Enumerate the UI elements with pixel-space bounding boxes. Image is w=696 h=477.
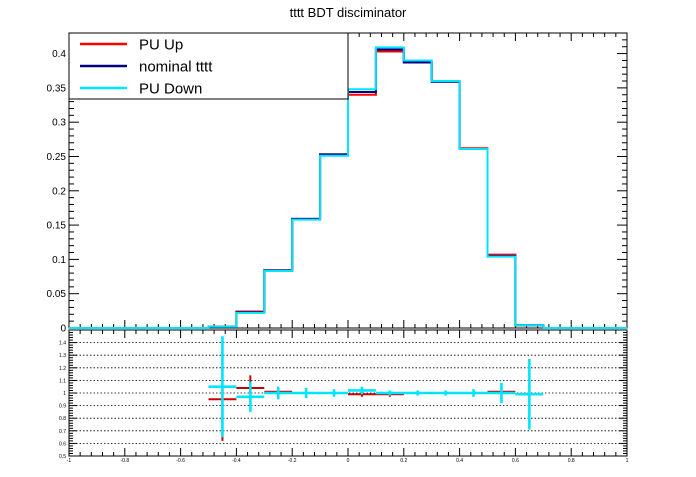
legend-label: nominal tttt bbox=[139, 59, 213, 76]
ratio-x-tick-label: 0.6 bbox=[512, 458, 519, 464]
legend-label: PU Down bbox=[139, 81, 202, 98]
bottom-panel: 0.5 0.6 0.7 0.8 0.9 1 1.1 1.2 1.3 1.4 -1 -0.8 -0.6 -0… bbox=[59, 329, 629, 464]
ratio-y-tick-label: 0.5 bbox=[59, 454, 66, 460]
y-tick-label: 0.35 bbox=[47, 83, 67, 94]
ratio-point-pu-down bbox=[236, 381, 265, 412]
y-tick-label: 0.4 bbox=[52, 49, 66, 60]
ratio-point-pu-down bbox=[292, 387, 321, 399]
ratio-x-tick-label: -0.6 bbox=[176, 458, 185, 464]
legend: PU Up nominal tttt PU Down bbox=[68, 32, 349, 100]
y-tick-label: 0.3 bbox=[52, 118, 66, 129]
ratio-point-pu-down bbox=[431, 390, 460, 396]
ratio-y-tick-label: 0.9 bbox=[59, 404, 66, 410]
ratio-y-tick-label: 1.2 bbox=[59, 366, 66, 372]
ratio-point-pu-down bbox=[459, 389, 488, 397]
ratio-y-tick-label: 1 bbox=[63, 391, 66, 397]
ratio-x-tick-label: -0.8 bbox=[120, 458, 129, 464]
ratio-y-tick-label: 0.6 bbox=[59, 441, 66, 447]
y-tick-label: 0.25 bbox=[47, 152, 67, 163]
ratio-x-tick-label: -0.2 bbox=[288, 458, 297, 464]
ratio-x-tick-label: 0 bbox=[347, 458, 350, 464]
ratio-x-tick-label: 1 bbox=[626, 458, 629, 464]
ratio-y-tick-label: 0.8 bbox=[59, 416, 66, 422]
y-tick-label: 0.05 bbox=[47, 289, 67, 300]
y-tick-label: 0.2 bbox=[52, 186, 66, 197]
chart-title: tttt BDT disciminator bbox=[290, 5, 407, 20]
ratio-y-tick-label: 1.1 bbox=[59, 378, 66, 384]
ratio-y-tick-label: 0.7 bbox=[59, 429, 66, 435]
ratio-point-pu-down bbox=[264, 386, 293, 400]
ratio-x-tick-label: -0.4 bbox=[232, 458, 241, 464]
ratio-x-tick-label: 0.4 bbox=[456, 458, 463, 464]
y-tick-label: 0.15 bbox=[47, 221, 67, 232]
y-tick-label: 0.1 bbox=[52, 255, 66, 266]
ratio-x-tick-label: 0.2 bbox=[400, 458, 407, 464]
legend-label: PU Up bbox=[139, 37, 183, 54]
histogram-pu-down bbox=[69, 46, 627, 329]
ratio-point-pu-down bbox=[208, 336, 237, 438]
ratio-point-pu-down bbox=[487, 382, 516, 404]
ratio-point-pu-down bbox=[348, 386, 376, 395]
ratio-point-pu-down bbox=[320, 389, 348, 397]
y-tick-label: 0 bbox=[60, 324, 66, 335]
ratio-y-tick-label: 1.3 bbox=[59, 353, 66, 359]
ratio-point-pu-down bbox=[375, 390, 404, 396]
ratio-x-tick-label: 0.8 bbox=[568, 458, 575, 464]
ratio-y-tick-label: 1.4 bbox=[59, 341, 66, 347]
ratio-point-pu-down bbox=[403, 390, 432, 396]
ratio-x-tick-label: -1 bbox=[67, 458, 72, 464]
ratio-point-pu-down bbox=[515, 358, 544, 430]
